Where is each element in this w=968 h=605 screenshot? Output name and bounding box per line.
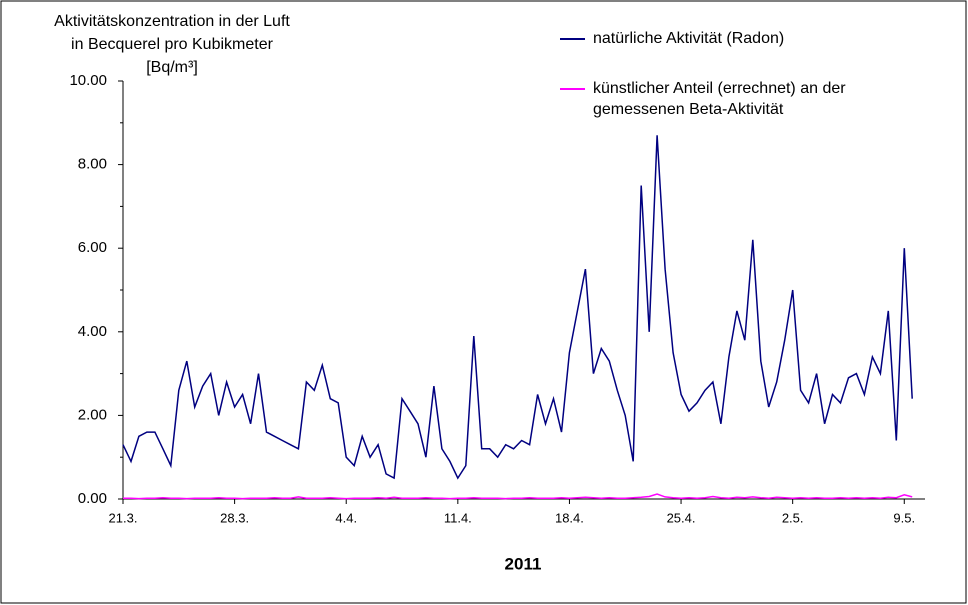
- x-tick-label: 18.4.: [555, 510, 584, 525]
- y-axis-label: in Becquerel pro Kubikmeter: [71, 36, 274, 53]
- y-tick-label: 6.00: [78, 239, 107, 256]
- legend-label: künstlicher Anteil (errechnet) an der ge…: [593, 80, 846, 118]
- y-tick-label: 2.00: [78, 406, 107, 423]
- x-tick-label: 11.4.: [444, 510, 472, 525]
- y-tick-label: 10.00: [69, 72, 107, 89]
- y-tick-label: 4.00: [78, 323, 107, 340]
- x-tick-label: 28.3.: [220, 510, 249, 525]
- x-tick-label: 9.5.: [893, 510, 915, 525]
- x-tick-label: 21.3.: [109, 510, 138, 525]
- y-tick-label: 0.00: [78, 490, 107, 507]
- x-tick-label: 25.4.: [667, 510, 696, 525]
- data-line: [123, 493, 913, 500]
- y-tick-label: 8.00: [78, 156, 107, 173]
- y-axis-label: [Bq/m³]: [146, 59, 198, 76]
- y-axis-label: Aktivitätskonzentration in der Luft: [54, 13, 290, 30]
- x-tick-label: 4.4.: [335, 510, 357, 525]
- data-line: [122, 135, 913, 480]
- x-axis-label: 2011: [505, 554, 542, 573]
- x-tick-label: 2.5.: [782, 510, 804, 525]
- legend-label: natürliche Aktivität (Radon): [593, 30, 785, 47]
